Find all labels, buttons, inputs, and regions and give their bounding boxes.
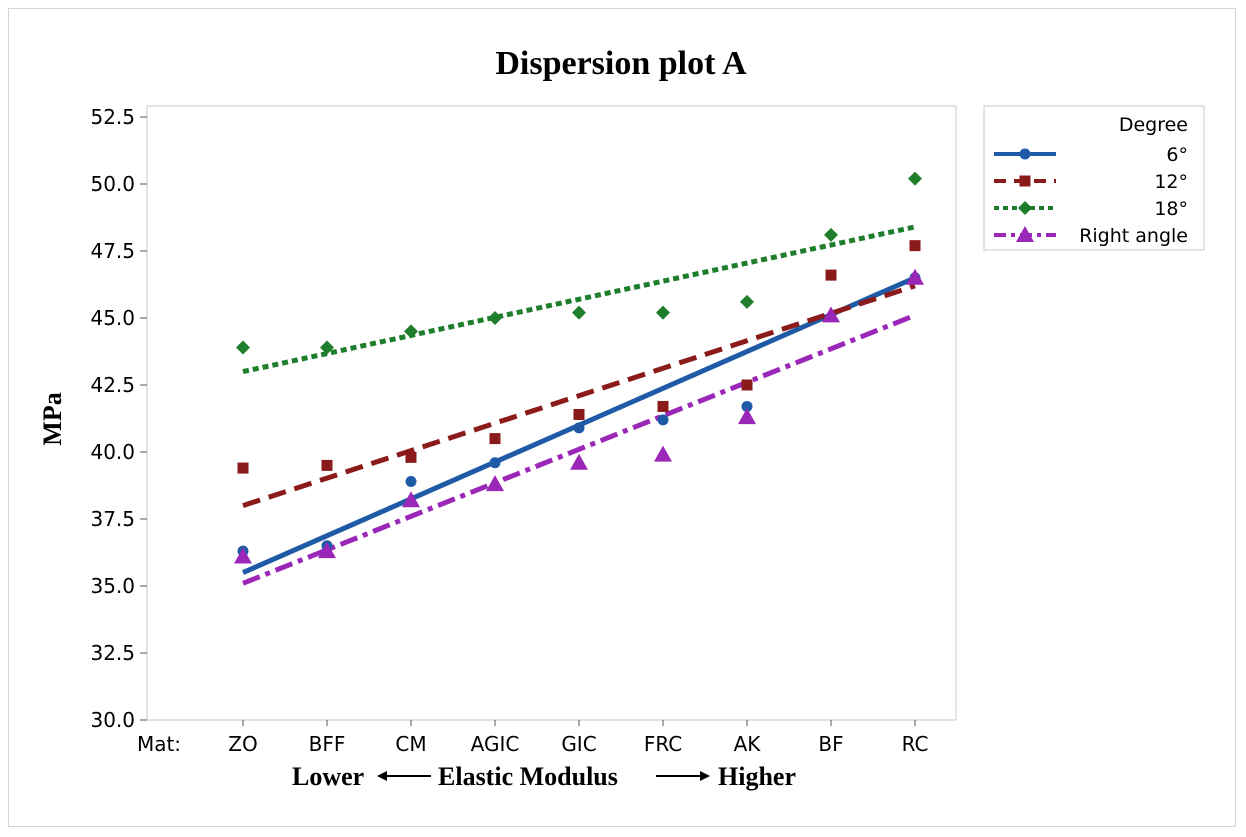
fit-line-right-angle [242, 312, 916, 586]
data-point-18 [740, 294, 754, 309]
legend-marker [1019, 175, 1031, 187]
legend-marker [1016, 226, 1034, 242]
legend-label: 12° [1154, 171, 1188, 193]
legend-label: 6° [1166, 144, 1188, 166]
fit-line-18 [242, 224, 916, 375]
x-tick-label: ZO [228, 732, 257, 756]
x-tick-label: RC [902, 732, 929, 756]
y-tick-label: 35.0 [90, 574, 135, 598]
x-tick-label: CM [395, 732, 426, 756]
data-points [234, 171, 924, 564]
y-tick-label: 32.5 [90, 641, 135, 665]
plot-area [146, 105, 957, 721]
data-point-18 [404, 324, 418, 339]
data-point-18 [320, 340, 334, 355]
fit-line-12 [242, 283, 916, 508]
x-tick-label: FRC [644, 732, 682, 756]
y-tick-label: 45.0 [90, 306, 135, 330]
x-tick-label: AK [734, 732, 762, 756]
legend-marker [1018, 201, 1032, 215]
data-point-18 [236, 340, 250, 355]
legend-label: Right angle [1079, 225, 1188, 247]
y-axis-ticks: 30.0 32.5 35.0 37.5 40.0 42.5 45.0 47.5 50.0 52.5 [90, 105, 147, 732]
left-arrow-icon [377, 771, 431, 781]
data-point-right-angle [234, 547, 252, 564]
chart-svg: Dispersion plot A MPa 30.0 32.5 35.0 37.5 40… [38, 45, 1205, 791]
data-point-right-angle [738, 408, 756, 425]
y-axis-label: MPa [38, 392, 67, 445]
y-tick-label: 42.5 [90, 373, 135, 397]
y-tick-label: 47.5 [90, 239, 135, 263]
x-axis-ticks: ZO BFF CM AGIC GIC FRC AK BF RC [228, 720, 928, 756]
data-point-18 [488, 311, 502, 325]
legend-item-6: 6° [994, 144, 1188, 166]
y-tick-label: 52.5 [90, 105, 135, 129]
legend-label: 18° [1154, 198, 1188, 220]
legend-item-18: 18° [994, 198, 1188, 220]
x-tick-label: BF [818, 732, 843, 756]
data-point-18 [908, 171, 922, 186]
data-point-6 [657, 414, 669, 426]
legend-marker [1019, 148, 1031, 160]
y-tick-label: 40.0 [90, 440, 135, 464]
y-tick-label: 30.0 [90, 708, 135, 732]
data-point-right-angle [822, 306, 840, 323]
data-point-right-angle [570, 453, 588, 470]
data-point-right-angle [654, 445, 672, 462]
data-point-18 [656, 305, 670, 320]
data-point-12 [909, 240, 921, 252]
y-tick-label: 37.5 [90, 507, 135, 531]
data-point-12 [405, 451, 417, 463]
x-axis-label-higher: Higher [718, 762, 796, 791]
data-point-right-angle [486, 475, 504, 492]
data-point-6 [741, 400, 753, 412]
data-point-18 [572, 305, 586, 320]
legend-title: Degree [1119, 114, 1188, 136]
legend-item-right-angle: Right angle [994, 225, 1188, 247]
data-point-12 [657, 400, 669, 412]
data-point-18 [824, 227, 838, 242]
data-point-right-angle [402, 491, 420, 508]
x-axis-label-middle: Elastic Modulus [438, 762, 618, 791]
legend-item-12: 12° [994, 171, 1188, 193]
x-tick-label: AGIC [471, 732, 520, 756]
legend: Degree 6° 12° 18° Right angle [983, 105, 1205, 251]
data-point-right-angle [318, 542, 336, 559]
x-axis-prefix: Mat: [137, 732, 181, 756]
data-point-6 [405, 475, 417, 487]
x-axis-label-lower: Lower [292, 762, 364, 791]
x-tick-label: BFF [309, 732, 346, 756]
chart-title: Dispersion plot A [495, 45, 747, 82]
data-point-12 [741, 379, 753, 391]
data-point-12 [573, 408, 585, 420]
data-point-6 [573, 422, 585, 434]
data-point-6 [489, 457, 501, 469]
data-point-12 [237, 462, 249, 474]
data-point-12 [321, 459, 333, 471]
data-point-right-angle [906, 268, 924, 285]
right-arrow-icon [656, 771, 710, 781]
x-tick-label: GIC [561, 732, 596, 756]
data-point-12 [489, 433, 501, 445]
chart-frame: Dispersion plot A MPa 30.0 32.5 35.0 37.5 40… [8, 8, 1236, 827]
data-point-12 [825, 269, 837, 281]
y-tick-label: 50.0 [90, 172, 135, 196]
